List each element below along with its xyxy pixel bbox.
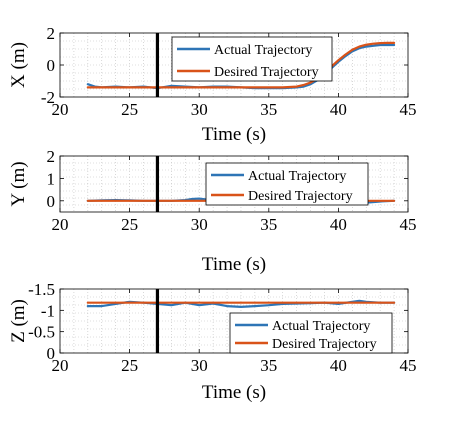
x-tick-label: 40: [330, 215, 347, 234]
legend-box: [205, 162, 369, 206]
legend-entry: Actual Trajectory: [248, 169, 346, 184]
x-tick-label: 30: [191, 356, 208, 375]
x-tick-label: 40: [330, 356, 347, 375]
y-tick-label: 0: [47, 344, 56, 363]
legend-entry: Desired Trajectory: [214, 65, 319, 80]
x-tick-label: 25: [121, 215, 138, 234]
legend: Actual Trajectory Desired Trajectory: [229, 312, 393, 354]
x-tick-label: 45: [400, 215, 417, 234]
y-tick-label: -2: [41, 88, 55, 107]
x-tick-label: 30: [191, 215, 208, 234]
x-tick-label: 20: [52, 100, 69, 119]
legend: Actual Trajectory Desired Trajectory: [171, 36, 333, 82]
series-line-desired-trajectory: [86, 41, 396, 89]
x-tick-label: 45: [400, 356, 417, 375]
x-tick-label: 30: [191, 100, 208, 119]
y-tick-label: -1: [41, 301, 55, 320]
legend-entry: Actual Trajectory: [272, 319, 370, 334]
y-axis-label: Y (m): [8, 161, 29, 206]
x-tick-label: 35: [260, 215, 277, 234]
x-tick-label: 40: [330, 100, 347, 119]
y-tick-label: 1: [47, 169, 56, 188]
legend-box: [171, 36, 333, 82]
z-position-panel: 20 25 30 35 40 45 -1.5 -1 -0.5 0 Time (s) Z (m) Actu…: [8, 280, 417, 403]
x-tick-label: 20: [52, 356, 69, 375]
y-tick-label: 0: [47, 56, 56, 75]
y-tick-label: 2: [47, 147, 56, 166]
axes-frame: [59, 155, 409, 213]
x-axis-label: Time (s): [202, 254, 266, 275]
y-tick-label: -1.5: [28, 280, 55, 299]
y-tick-label: -0.5: [28, 323, 55, 342]
y-tick-label: 0: [47, 192, 56, 211]
y-tick-label: 2: [47, 24, 56, 43]
y-axis-label: X (m): [8, 42, 29, 88]
x-tick-label: 35: [260, 356, 277, 375]
legend-entry: Actual Trajectory: [214, 43, 312, 58]
x-tick-label: 45: [400, 100, 417, 119]
legend-entry: Desired Trajectory: [272, 337, 377, 352]
y-position-panel: 20 25 30 35 40 45 0 1 2 Time (s) Y (m) Actual Traje…: [8, 147, 417, 275]
legend-entry: Desired Trajectory: [248, 189, 353, 204]
x-axis-label: Time (s): [202, 124, 266, 145]
x-tick-label: 35: [260, 100, 277, 119]
legend: Actual Trajectory Desired Trajectory: [205, 162, 369, 206]
x-tick-label: 20: [52, 215, 69, 234]
x-tick-label: 25: [121, 356, 138, 375]
x-position-panel: 20 25 30 35 40 45 -2 0 2 Time (s) X (m) Actual Traj…: [8, 24, 417, 145]
y-axis-label: Z (m): [8, 299, 29, 343]
x-tick-label: 25: [121, 100, 138, 119]
x-axis-label: Time (s): [202, 382, 266, 403]
legend-box: [229, 312, 393, 354]
